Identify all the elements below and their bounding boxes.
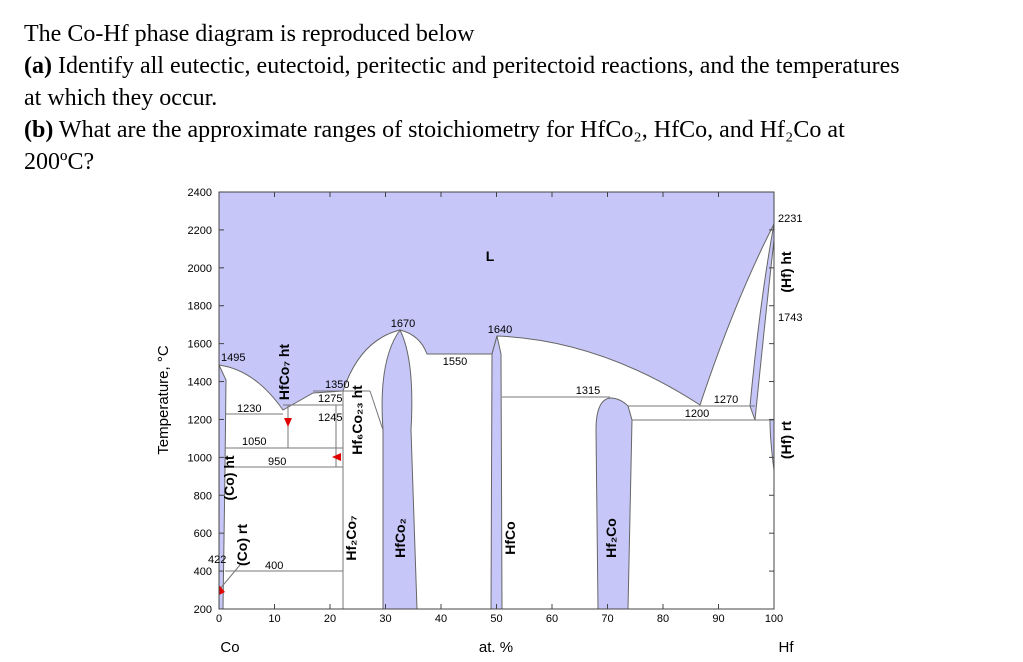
y-tick-label: 600 [194,528,212,540]
boundary [369,390,384,431]
x-tick-label: 0 [216,613,222,625]
part-a-line: at which they occur. [24,85,218,111]
x-tick-label: 50 [490,613,502,625]
y-tick-label: 1400 [188,377,212,389]
part-a-line: (a) Identify all eutectic, eutectoid, pe… [24,50,1014,82]
temperature-label: 1245 [318,412,342,424]
x-axis-label: at. % [479,639,513,656]
x-tick-label: 100 [765,613,783,625]
x-left-label: Co [220,639,239,656]
arrow [284,418,292,427]
x-tick-label: 80 [657,613,669,625]
y-tick-label: 1600 [188,339,212,351]
phase-label: Hf₂Co₇ [343,515,359,560]
phase-label: Hf₆Co₂₃ ht [349,385,365,455]
temperature-label: 400 [265,560,283,572]
temperature-label: 1315 [576,385,600,397]
part-b-line: 200ºC? [24,149,95,175]
y-tick-label: 2200 [188,225,212,237]
hf2co-region [595,397,633,610]
temperature-label: 422 [208,554,226,566]
phase-label: (Co) rt [234,524,250,566]
temperature-label: 2231 [778,213,802,225]
y-tick-label: 200 [194,604,212,616]
hfco-region [490,335,503,610]
y-tick-label: 400 [194,566,212,578]
x-tick-label: 70 [601,613,613,625]
temperature-label: 1230 [237,403,261,415]
temperature-label: 950 [268,456,286,468]
temperature-label: 1350 [325,379,349,391]
phase-label: HfCo₇ ht [276,344,292,400]
part-b-line: (b) What are the approximate ranges of s… [24,114,1014,146]
y-axis-label: Temperature, °C [155,345,172,455]
temperature-label: 1550 [443,356,467,368]
part-label: (b) [24,117,54,143]
x-tick-label: 90 [712,613,724,625]
temperature-label: 1050 [242,436,266,448]
temperature-label: 1670 [391,318,415,330]
y-tick-label: 1000 [188,452,212,464]
phase-label: (Co) ht [221,455,237,500]
y-tick-label: 2000 [188,263,212,275]
y-tick-label: 2400 [188,187,212,199]
phase-label: (Hf) rt [778,421,794,459]
part-text: What are the approximate ranges of stoic… [53,117,845,143]
x-tick-label: 40 [435,613,447,625]
phase-label: HfCo [502,521,518,554]
phase-label: Hf₂Co [603,518,619,558]
arrow [332,453,341,461]
question: The Co-Hf phase diagram is reproduced be… [24,18,1014,178]
temperature-label: 1275 [318,393,342,405]
boundary [218,564,241,591]
x-tick-label: 60 [546,613,558,625]
y-tick-label: 1800 [188,301,212,313]
y-tick-label: 800 [194,490,212,502]
hf-rt-region [769,419,775,471]
phase-label: L [486,248,495,264]
phase-label: (Hf) ht [778,251,794,293]
hfco2-region [381,329,418,610]
temperature-label: 1200 [685,408,709,420]
temperature-label: 1495 [221,352,245,364]
liquid-region [218,191,775,411]
phase-label: HfCo₂ [392,518,408,558]
x-tick-label: 30 [379,613,391,625]
x-tick-label: 10 [268,613,280,625]
x-right-label: Hf [779,639,795,656]
part-text: Identify all eutectic, eutectoid, perite… [51,53,900,79]
x-tick-label: 20 [324,613,336,625]
intro: The Co-Hf phase diagram is reproduced be… [24,21,475,47]
arrow [219,585,225,595]
part-label: (a) [24,53,52,79]
temperature-label: 1270 [714,394,738,406]
temperature-label: 1743 [778,312,802,324]
y-tick-label: 1200 [188,414,212,426]
temperature-label: 1640 [488,324,512,336]
